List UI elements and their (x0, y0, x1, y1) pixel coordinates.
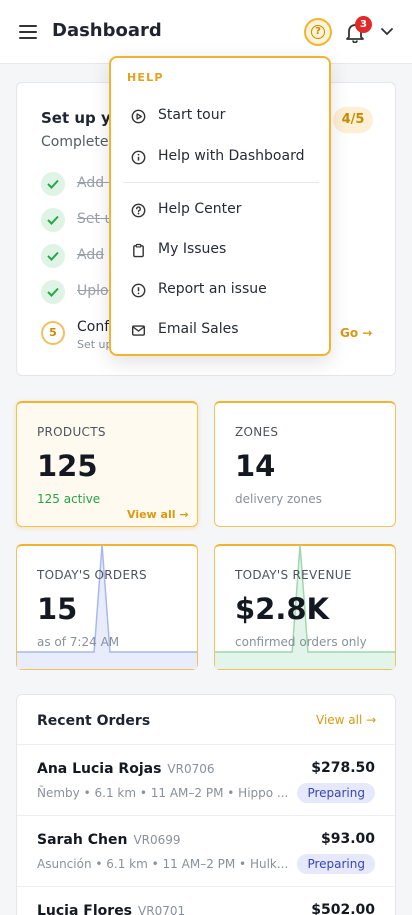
menu-item-label: Report an issue (158, 281, 267, 297)
setup-step-label: Add y (77, 175, 117, 191)
order-id: VR0706 (167, 762, 215, 776)
stat-label: PRODUCTS (37, 425, 106, 439)
customer-name: Ana Lucia Rojas (37, 761, 162, 777)
help-button[interactable]: ? (304, 18, 332, 46)
menu-item-label: Help with Dashboard (158, 148, 305, 164)
step-number: 5 (41, 321, 65, 345)
order-amount: $278.50 (311, 760, 375, 776)
setup-step-sub: Set up (77, 338, 113, 351)
menu-item-label: My Issues (158, 241, 227, 257)
stat-value: 125 (37, 449, 98, 483)
order-id: VR0699 (133, 833, 181, 847)
question-icon: ? (311, 25, 325, 39)
stat-label: ZONES (235, 425, 279, 439)
setup-progress-badge: 4/5 (333, 107, 373, 133)
notification-badge: 3 (355, 16, 372, 33)
setup-subtitle: Complete (41, 134, 109, 150)
stat-value: $2.8K (235, 592, 330, 626)
menu-item-label: Email Sales (158, 321, 239, 337)
view-all-orders-link[interactable]: View all → (316, 713, 377, 727)
menu-item-label: Start tour (158, 107, 226, 123)
order-window: 11 AM–2 PM (150, 786, 224, 800)
question-circle-icon (131, 203, 146, 218)
mail-icon (131, 325, 146, 336)
products-card[interactable]: PRODUCTS 125 125 active View all → (16, 401, 198, 527)
recent-orders-card: Recent Orders View all → Ana Lucia Rojas… (16, 694, 396, 915)
menu-item-label: Help Center (158, 201, 242, 217)
order-window: 11 AM–2 PM (162, 857, 236, 871)
alert-circle-icon (131, 283, 146, 298)
customer-name: Lucia Flores (37, 903, 133, 915)
stat-sub: as of 7:24 AM (37, 635, 120, 649)
check-icon (41, 244, 65, 268)
menu-item-help-with-dashboard[interactable]: Help with Dashboard (111, 141, 329, 173)
order-distance: 6.1 km (94, 786, 137, 800)
revenue-card[interactable]: TODAY'S REVENUE $2.8K confirmed orders o… (214, 544, 396, 670)
menu-divider (123, 182, 319, 183)
check-icon (41, 172, 65, 196)
stat-label: TODAY'S ORDERS (37, 568, 147, 582)
revenue-sparkline (215, 544, 395, 669)
view-all-link[interactable]: View all → (127, 508, 189, 521)
order-amount: $93.00 (320, 831, 375, 847)
orders-card[interactable]: TODAY'S ORDERS 15 as of 7:24 AM (16, 544, 198, 670)
recent-orders-title: Recent Orders (37, 713, 151, 729)
customer-name: Sarah Chen (37, 832, 128, 848)
order-city: Ñemby (37, 786, 80, 800)
stat-value: 14 (235, 449, 276, 483)
check-icon (41, 280, 65, 304)
setup-title: Set up yo (41, 109, 122, 127)
menu-item-my-issues[interactable]: My Issues (111, 234, 329, 266)
zones-card[interactable]: ZONES 14 delivery zones (214, 401, 396, 527)
menu-item-email-sales[interactable]: Email Sales (111, 314, 329, 346)
go-link[interactable]: Go → (340, 326, 373, 340)
setup-step-label: Set u (77, 211, 114, 227)
order-row[interactable]: Ana Lucia Rojas VR0706 Ñemby • 6.1 km • 1… (17, 744, 395, 815)
order-store: Hulk... (249, 857, 289, 871)
stat-sub: delivery zones (235, 492, 322, 506)
status-badge: Preparing (297, 783, 375, 803)
chevron-down-icon[interactable] (380, 26, 394, 38)
order-amount: $502.00 (311, 902, 375, 915)
order-row[interactable]: Lucia Flores VR0701 $502.00 (17, 886, 395, 915)
stat-sub: 125 active (37, 492, 101, 506)
menu-item-start-tour[interactable]: Start tour (111, 100, 329, 132)
status-badge: Preparing (297, 854, 375, 874)
help-dropdown-menu: HELP Start tour Help with Dashboard Help… (109, 56, 331, 356)
order-id: VR0701 (138, 904, 186, 915)
check-icon (41, 208, 65, 232)
info-icon (131, 150, 146, 165)
setup-step-label: Conf (77, 319, 110, 335)
stat-sub: confirmed orders only (235, 635, 367, 649)
orders-sparkline (17, 544, 197, 669)
menu-heading: HELP (127, 71, 164, 84)
menu-item-help-center[interactable]: Help Center (111, 194, 329, 226)
menu-icon[interactable] (19, 25, 37, 39)
play-circle-icon (131, 109, 146, 124)
setup-step-label: Uplo (77, 283, 109, 299)
stat-label: TODAY'S REVENUE (235, 568, 352, 582)
order-row[interactable]: Sarah Chen VR0699 Asunción • 6.1 km • 11 … (17, 815, 395, 886)
order-store: Hippo ... (238, 786, 289, 800)
setup-step-label: Add (77, 247, 105, 263)
top-bar: Dashboard ? 3 (0, 0, 412, 64)
order-distance: 6.1 km (106, 857, 148, 871)
page-title: Dashboard (52, 20, 162, 41)
order-city: Asunción (37, 857, 92, 871)
menu-item-report-issue[interactable]: Report an issue (111, 274, 329, 306)
stat-value: 15 (37, 592, 78, 626)
clipboard-icon (133, 243, 144, 258)
